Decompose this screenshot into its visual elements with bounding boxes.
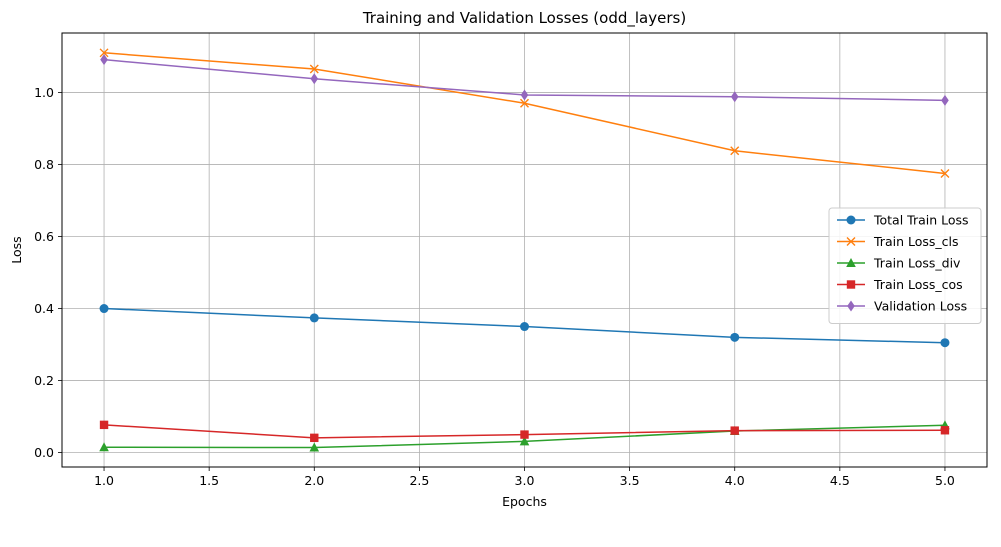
legend-box	[828, 207, 982, 324]
legend-marker	[847, 300, 855, 312]
data-point	[520, 322, 529, 332]
data-point	[940, 426, 950, 435]
legend-label: Total Train Loss	[873, 213, 969, 228]
chart-title: Training and Validation Losses (odd_laye…	[362, 9, 686, 28]
data-point	[310, 433, 319, 443]
x-axis-label: Epochs	[502, 494, 547, 509]
x-tick-label: 2.5	[409, 473, 429, 488]
series-layer	[99, 48, 950, 452]
legend-item: Validation Loss	[837, 299, 967, 314]
x-tick-label: 2.0	[304, 473, 324, 488]
data-point	[519, 436, 530, 446]
x-tick-label: 3.0	[515, 473, 535, 488]
y-tick-label: 0.0	[34, 445, 54, 460]
data-point	[730, 146, 740, 156]
legend-marker	[846, 280, 856, 289]
data-point	[309, 64, 319, 74]
series-4	[100, 54, 949, 106]
data-point	[730, 332, 740, 342]
y-axis-label: Loss	[9, 236, 24, 263]
data-point	[99, 304, 109, 314]
x-tick-label: 1.0	[94, 473, 114, 488]
y-tick-label: 0.4	[34, 301, 54, 316]
x-tick-label: 5.0	[935, 473, 955, 488]
legend-label: Train Loss_cos	[873, 277, 963, 292]
data-point	[99, 420, 109, 430]
legend-item: Train Loss_div	[837, 256, 961, 271]
y-tick-label: 0.6	[34, 229, 54, 244]
legend-item: Train Loss_cls	[837, 234, 959, 249]
legend: Total Train Loss Train Loss_cls Train Loss…	[828, 207, 982, 324]
y-tick-label: 0.2	[34, 373, 54, 388]
data-point	[99, 442, 109, 452]
legend-marker	[846, 258, 856, 267]
y-axis: 0.0 0.2 0.4 0.6 0.8 1.0	[34, 85, 62, 460]
data-point	[309, 313, 319, 323]
legend-item: Train Loss_cos	[837, 277, 963, 292]
y-tick-label: 0.8	[34, 157, 54, 172]
legend-label: Train Loss_div	[873, 256, 961, 271]
data-point	[940, 168, 950, 178]
series-3	[99, 420, 950, 443]
data-point	[520, 430, 529, 439]
data-point	[99, 48, 109, 58]
x-tick-label: 3.5	[620, 473, 640, 488]
series-1	[99, 48, 950, 178]
legend-label: Train Loss_cls	[873, 234, 959, 249]
y-tick-label: 1.0	[34, 85, 54, 100]
data-point	[100, 54, 108, 66]
data-point	[730, 426, 739, 435]
series-0	[99, 304, 950, 348]
legend-marker	[846, 237, 856, 246]
data-point	[941, 94, 949, 106]
legend-marker	[846, 215, 856, 225]
x-tick-label: 1.5	[199, 473, 219, 488]
data-point	[520, 89, 529, 101]
data-point	[940, 338, 950, 348]
legend-item: Total Train Loss	[837, 213, 969, 228]
data-point	[310, 73, 319, 85]
x-tick-label: 4.5	[830, 473, 850, 488]
x-axis: 1.0 1.5 2.0 2.5 3.0 3.5 4.0 4.5 5.0	[94, 467, 955, 488]
x-tick-label: 4.0	[725, 473, 745, 488]
data-point	[730, 91, 739, 103]
legend-label: Validation Loss	[874, 299, 967, 314]
data-point	[520, 98, 529, 108]
data-point	[309, 442, 320, 452]
